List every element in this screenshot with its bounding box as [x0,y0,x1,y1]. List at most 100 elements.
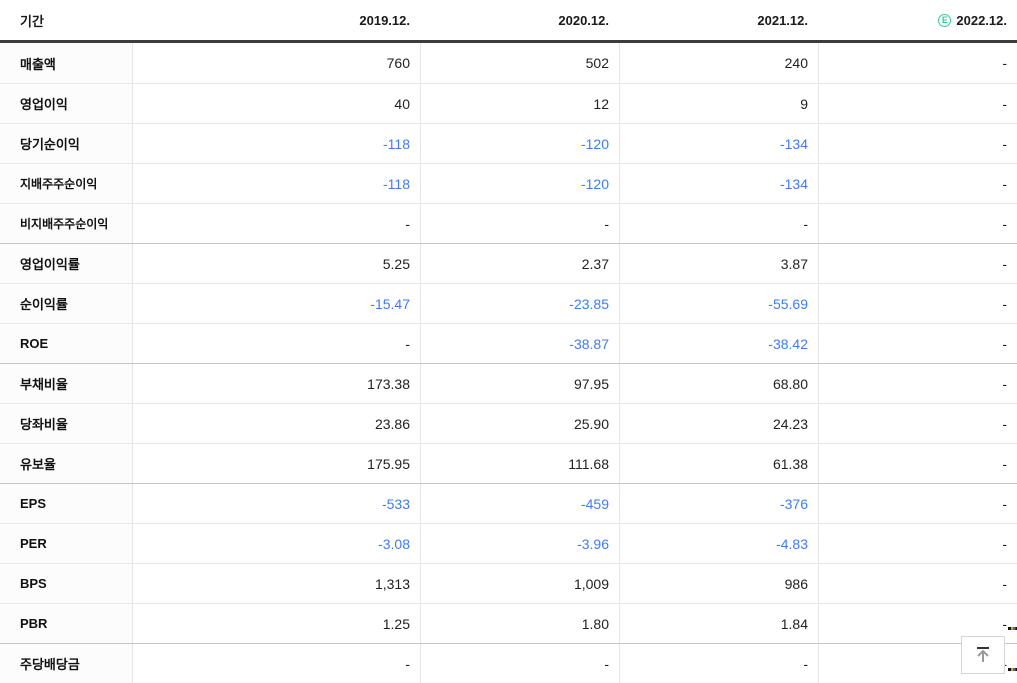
header-period-label: 기간 [20,13,44,29]
cell-value-2021: -55.69 [619,284,818,323]
header-col-2022-12-label: 2022.12. [956,12,1007,28]
cell-value-2020: 502 [420,43,619,83]
cell-value-2020: 1,009 [420,564,619,603]
row-label: PER [0,524,133,563]
cell-value-2021: -38.42 [619,324,818,363]
cell-value-2020: -3.96 [420,524,619,563]
table-row: 영업이익률 5.25 2.37 3.87 - [0,243,1017,283]
row-label: 유보율 [0,444,133,483]
clipped-edge-mark [1008,627,1017,630]
table-row: BPS 1,313 1,009 986 - [0,563,1017,603]
cell-value-2020: 12 [420,84,619,123]
cell-value-2021: 1.84 [619,604,818,643]
cell-value-2019: 760 [386,55,410,71]
cell-value-2019: 175.95 [367,455,410,472]
cell-value-2021: 986 [619,564,818,603]
cell-value-2022: - [818,244,1017,283]
cell-value-2021: 9 [619,84,818,123]
cell-value-2019: -118 [383,175,410,192]
cell-value-2020: -38.87 [420,324,619,363]
cell-value-2019: -15.47 [370,295,410,312]
cell-value-2022: - [818,124,1017,163]
cell-value-2019: 5.25 [382,255,410,272]
cell-value-2019: -3.08 [378,535,410,552]
cell-value-2020: -23.85 [420,284,619,323]
table-row: 비지배주주순이익 - - - - [0,203,1017,243]
cell-value-2020: -459 [420,484,619,523]
cell-value-2019: 23.86 [374,415,410,432]
cell-value-2021: -4.83 [619,524,818,563]
cell-value-2021: - [619,204,818,243]
cell-value-2021: 61.38 [619,444,818,483]
cell-value-2022: - [818,604,1017,643]
cell-value-2019: 1.25 [382,615,410,632]
table-row: PBR 1.25 1.80 1.84 - [0,603,1017,643]
table-row: 당기순이익 -118 -120 -134 - [0,123,1017,163]
cell-value-2022: - [818,364,1017,403]
row-label: PBR [0,604,133,643]
cell-value-2022: - [818,284,1017,323]
table-row: 부채비율 173.38 97.95 68.80 - [0,363,1017,403]
cell-value-2020: 1.80 [420,604,619,643]
cell-value-2019: -533 [381,495,410,512]
cell-value-2022: - [818,164,1017,203]
cell-value-2022: - [818,84,1017,123]
table-row: ROE - -38.87 -38.42 - [0,323,1017,363]
cell-value-2022: - [818,444,1017,483]
row-label: EPS [0,484,133,523]
row-label: 순이익률 [0,284,133,323]
cell-value-2022: - [818,324,1017,363]
cell-value-2021: -134 [619,124,818,163]
row-label: 매출액 [0,43,133,83]
scroll-to-top-button[interactable] [961,636,1005,674]
cell-value-2019: -118 [383,135,410,152]
row-label: 당좌비율 [0,404,133,443]
cell-value-2020: -120 [420,164,619,203]
cell-value-2022: - [818,204,1017,243]
header-col-2020-12: 2020.12. [558,12,609,28]
cell-value-2019: - [405,335,410,352]
cell-value-2022: - [818,43,1017,83]
table-row: 매출액 760 502 240 - [0,43,1017,83]
table-row: PER -3.08 -3.96 -4.83 - [0,523,1017,563]
cell-value-2020: 2.37 [420,244,619,283]
cell-value-2021: -134 [619,164,818,203]
cell-value-2021: 24.23 [619,404,818,443]
row-label: 부채비율 [0,364,133,403]
cell-value-2019: - [405,215,410,232]
cell-value-2020: 25.90 [420,404,619,443]
header-col-2022-12-estimate: E 2022.12. [818,0,1017,40]
row-label: 지배주주순이익 [0,164,133,203]
header-col-2019-12: 2019.12. [359,12,410,28]
table-header-row: 기간 2019.12. 2020.12. 2021.12. E 2022.12. [0,0,1017,43]
cell-value-2022: - [818,484,1017,523]
row-label: BPS [0,564,133,603]
table-row: 유보율 175.95 111.68 61.38 - [0,443,1017,483]
table-row: 주당배당금 - - - - [0,643,1017,683]
table-row: 영업이익 40 12 9 - [0,83,1017,123]
table-row: EPS -533 -459 -376 - [0,483,1017,523]
header-col-2021-12: 2021.12. [757,12,808,28]
row-label: 주당배당금 [0,644,133,683]
table-row: 지배주주순이익 -118 -120 -134 - [0,163,1017,203]
cell-value-2021: 240 [619,43,818,83]
cell-value-2021: -376 [619,484,818,523]
cell-value-2019: 173.38 [367,375,410,392]
cell-value-2020: - [420,644,619,683]
row-label: 영업이익 [0,84,133,123]
clipped-edge-mark [1008,668,1017,671]
cell-value-2021: - [619,644,818,683]
row-label: 영업이익률 [0,244,133,283]
table-body: 매출액 760 502 240 - 영업이익 40 12 9 - 당기순이익 -… [0,43,1017,683]
estimate-badge-icon: E [938,13,952,27]
cell-value-2022: - [818,524,1017,563]
cell-value-2019: - [405,655,410,672]
cell-value-2019: 1,313 [374,575,410,592]
cell-value-2020: -120 [420,124,619,163]
table-row: 순이익률 -15.47 -23.85 -55.69 - [0,283,1017,323]
cell-value-2022: - [818,564,1017,603]
row-label: 비지배주주순이익 [0,204,133,243]
arrow-up-to-top-icon [973,645,993,665]
cell-value-2020: - [420,204,619,243]
